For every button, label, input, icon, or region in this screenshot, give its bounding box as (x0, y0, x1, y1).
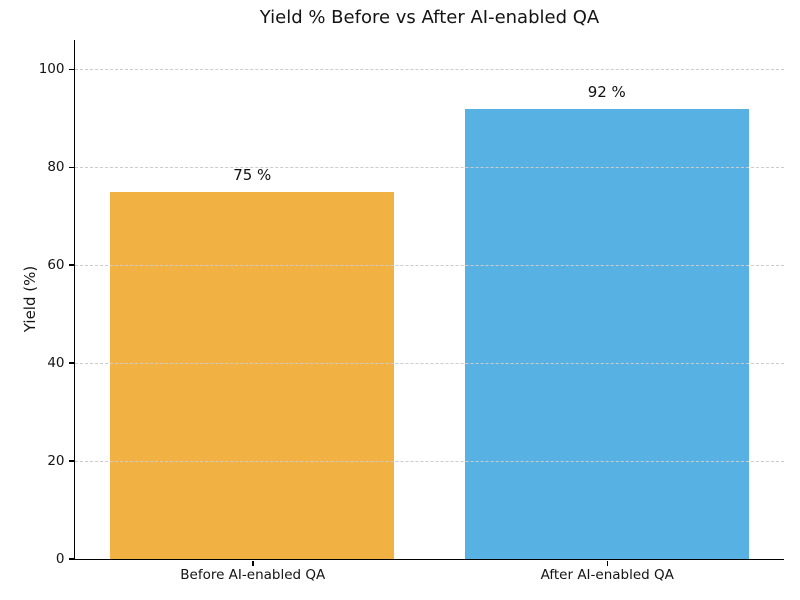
y-tick-mark-20 (69, 460, 74, 462)
chart-title: Yield % Before vs After AI-enabled QA (259, 7, 600, 28)
bar-value-label-0: 75 % (233, 165, 272, 184)
y-tick-label-100: 100 (38, 61, 65, 78)
y-tick-label-40: 40 (47, 355, 65, 372)
x-tick-label-0: Before AI-enabled QA (180, 567, 326, 583)
y-tick-mark-60 (69, 264, 74, 266)
x-tick-mark-1 (606, 560, 608, 566)
plot-area: 75 % 92 % (74, 40, 784, 560)
gridline-80 (75, 167, 784, 169)
bar-1 (464, 108, 749, 559)
gridline-20 (75, 461, 784, 463)
bar-value-label-1: 92 % (587, 82, 626, 101)
y-axis-label: Yield (%) (21, 265, 39, 333)
y-tick-mark-80 (69, 166, 74, 169)
y-tick-mark-0 (69, 558, 74, 560)
y-tick-label-20: 20 (47, 453, 65, 470)
y-tick-label-60: 60 (47, 257, 65, 274)
y-tick-label-0: 0 (55, 551, 65, 567)
y-tick-mark-40 (69, 362, 74, 364)
bar-0 (110, 191, 395, 559)
y-tick-label-80: 80 (47, 159, 65, 176)
y-tick-mark-100 (69, 68, 74, 71)
gridline-100 (75, 69, 784, 71)
x-tick-label-1: After AI-enabled QA (540, 567, 674, 583)
x-tick-mark-0 (252, 560, 254, 566)
gridline-60 (75, 265, 784, 267)
gridline-40 (75, 363, 784, 365)
